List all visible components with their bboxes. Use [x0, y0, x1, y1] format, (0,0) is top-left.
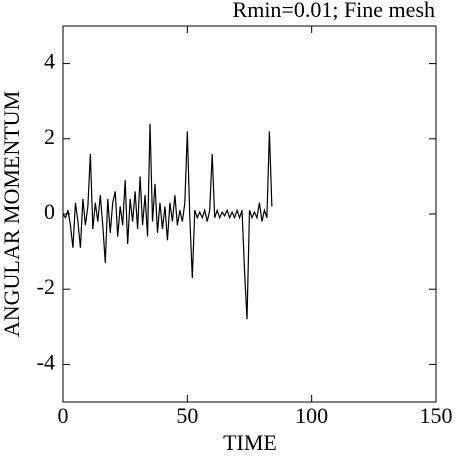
x-tick-label: 0 [58, 403, 69, 428]
x-tick-label: 150 [420, 403, 453, 428]
y-tick-label: -2 [37, 274, 55, 299]
y-tick-label: 4 [44, 49, 55, 74]
y-axis-label: ANGULAR MOMENTUM [0, 91, 24, 337]
y-tick-label: -4 [37, 349, 55, 374]
x-axis-label: TIME [223, 430, 277, 455]
data-line [62, 123, 273, 320]
x-tick-label: 50 [176, 403, 198, 428]
chart-title: Rmin=0.01; Fine mesh [233, 0, 435, 22]
y-tick-label: 0 [44, 199, 55, 224]
x-tick-label: 100 [295, 403, 328, 428]
y-tick-label: 2 [44, 124, 55, 149]
